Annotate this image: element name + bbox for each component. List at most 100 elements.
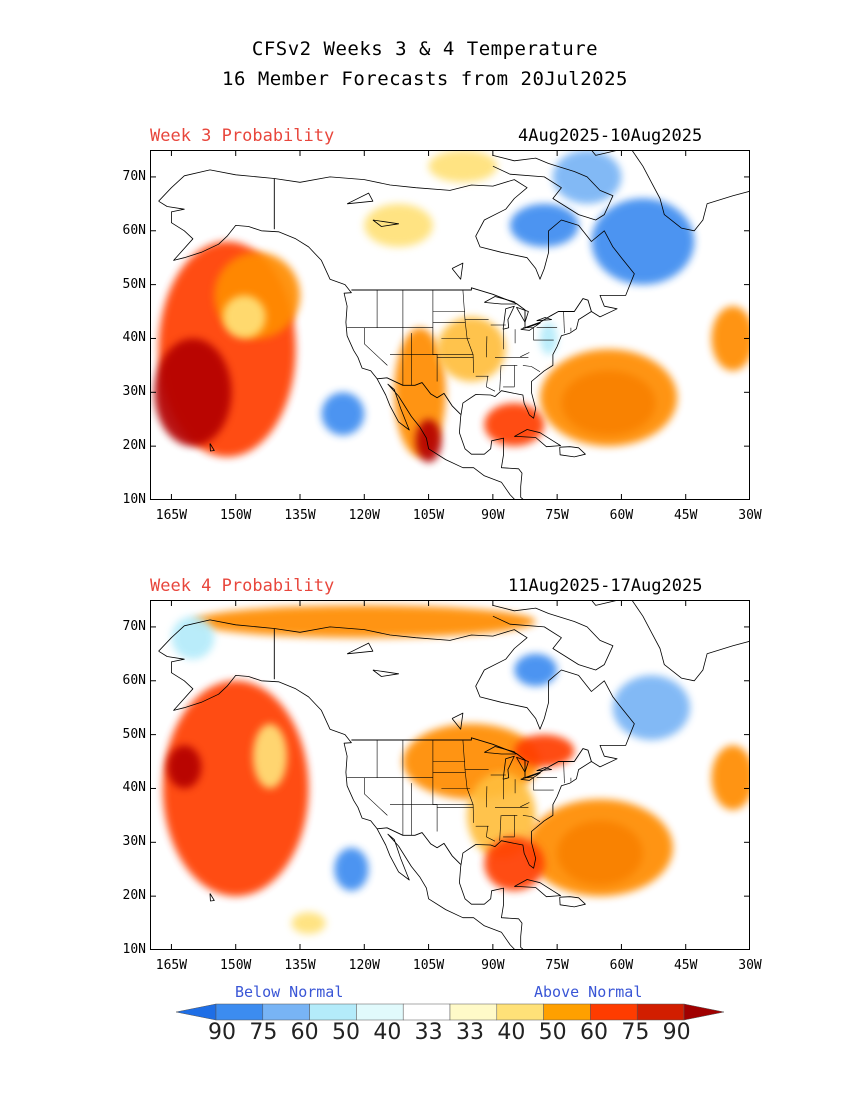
lon-tick-label: 105W — [412, 508, 445, 523]
lat-tick-label: 50N — [122, 276, 146, 292]
state-border — [520, 802, 530, 808]
legend-swatch — [636, 1003, 685, 1021]
coastline — [590, 600, 750, 682]
probability-region-a60 — [527, 799, 673, 897]
lat-tick-label: 30N — [122, 384, 146, 400]
lon-tick-label: 150W — [220, 958, 252, 973]
legend-value: 50 — [332, 1020, 360, 1045]
state-border — [533, 327, 554, 341]
probability-region-a40 — [364, 203, 433, 247]
lat-tick-label: 70N — [122, 618, 146, 634]
lat-tick-label: 20N — [122, 438, 146, 454]
lat-tick-label: 10N — [122, 942, 146, 957]
lon-tick-label: 60W — [609, 958, 634, 973]
week3-dates: 4Aug2025-10Aug2025 — [518, 126, 703, 146]
lon-tick-label: 60W — [609, 508, 634, 523]
lon-tick-label: 30W — [738, 958, 762, 973]
lon-tick-label: 45W — [673, 958, 698, 973]
lat-tick-label: 40N — [122, 780, 146, 796]
coastline — [372, 219, 400, 227]
state-border — [499, 815, 502, 841]
country-border — [351, 287, 592, 329]
coastline — [514, 879, 562, 898]
coastline — [559, 446, 586, 458]
state-border — [499, 365, 502, 391]
map-frame — [150, 600, 750, 950]
coastline — [158, 619, 635, 950]
coastline — [559, 896, 586, 908]
legend-value: 40 — [373, 1020, 402, 1045]
probability-region-b60 — [591, 198, 695, 285]
lon-tick-label: 45W — [673, 508, 698, 523]
state-border — [522, 815, 541, 823]
legend-swatch — [683, 1003, 724, 1021]
legend-swatch — [496, 1003, 544, 1021]
coastline — [514, 429, 562, 448]
coastline — [502, 305, 515, 330]
coastline — [516, 756, 529, 773]
legend-colorbar — [176, 1003, 724, 1021]
probability-region-b60 — [334, 847, 369, 891]
legend-value: 40 — [497, 1020, 526, 1045]
legend-value: 60 — [290, 1020, 319, 1045]
probability-region-a40 — [428, 150, 498, 183]
figure-title-line1: CFSv2 Weeks 3 & 4 Temperature — [251, 38, 599, 60]
legend-value: 90 — [208, 1020, 236, 1045]
coastline — [346, 642, 374, 655]
state-border — [563, 311, 565, 334]
state-border — [563, 761, 565, 784]
coastline — [158, 169, 635, 500]
state-border — [486, 826, 496, 842]
probability-region-b60 — [321, 392, 365, 436]
country-border — [377, 827, 462, 865]
state-border — [364, 777, 388, 816]
legend-swatch — [356, 1003, 404, 1021]
week4-dates: 11Aug2025-17Aug2025 — [508, 576, 703, 596]
coastline — [590, 150, 750, 232]
lon-tick-label: 120W — [348, 508, 380, 523]
probability-region-a90 — [154, 338, 232, 447]
legend-value: 75 — [621, 1020, 650, 1045]
probability-region-a40 — [252, 723, 288, 789]
coastline — [492, 605, 614, 671]
probability-region-a75 — [484, 836, 545, 891]
lon-tick-label: 105W — [412, 958, 445, 973]
legend-swatch — [590, 1003, 638, 1021]
probability-region-a75 — [162, 680, 309, 897]
figure-title-line2: 16 Member Forecasts from 20Jul2025 — [222, 68, 628, 90]
country-border — [377, 377, 462, 415]
coastline — [346, 192, 374, 205]
state-border — [364, 327, 388, 366]
coastline — [209, 443, 215, 452]
coastline — [516, 306, 529, 323]
lat-tick-label: 50N — [122, 726, 146, 742]
coastline — [372, 669, 400, 677]
probability-region-b40 — [540, 322, 558, 355]
state-border — [520, 352, 530, 358]
state-border — [486, 376, 496, 392]
legend-value: 50 — [538, 1020, 567, 1045]
lon-tick-label: 150W — [220, 508, 252, 523]
state-border — [522, 365, 541, 373]
probability-region-a60 — [711, 745, 750, 810]
lat-tick-label: 40N — [122, 330, 146, 346]
probability-region-a60 — [711, 306, 750, 371]
state-border — [503, 365, 515, 388]
state-border — [486, 786, 488, 808]
coastline — [520, 772, 541, 781]
legend-value: 75 — [249, 1020, 278, 1045]
lat-tick-label: 60N — [122, 672, 146, 688]
probability-region-b60 — [514, 653, 558, 687]
probability-region-b50 — [612, 675, 690, 740]
legend-value: 60 — [580, 1020, 608, 1045]
probability-region-a60 — [540, 349, 678, 447]
map-frame — [150, 150, 750, 500]
lon-tick-label: 135W — [284, 508, 316, 523]
country-border — [351, 737, 592, 779]
probability-region-b40 — [171, 616, 215, 660]
lat-tick-label: 60N — [122, 222, 146, 238]
coastline — [158, 200, 516, 500]
coastline — [451, 712, 464, 730]
coastline — [502, 755, 515, 780]
lon-tick-label: 165W — [155, 958, 188, 973]
